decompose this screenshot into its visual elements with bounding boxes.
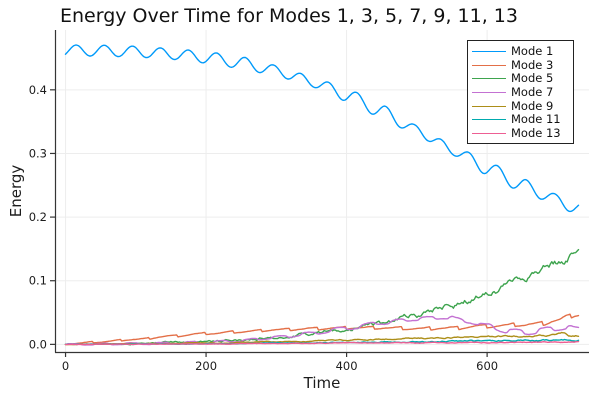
legend-line-sample	[472, 64, 506, 66]
legend: Mode 1 Mode 3 Mode 5 Mode 7 Mode 9 Mode 11 Mod…	[467, 40, 574, 145]
series-line-mode-1	[64, 44, 580, 213]
legend-item-mode-7: Mode 7	[472, 86, 569, 100]
legend-item-mode-13: Mode 13	[472, 125, 569, 141]
legend-item-mode-9: Mode 9	[472, 99, 569, 113]
y-tick-label: 0.2	[29, 210, 47, 224]
y-tick-label: 0.4	[29, 83, 47, 97]
legend-label: Mode 7	[511, 85, 554, 100]
y-axis-label: Energy	[7, 164, 25, 218]
legend-label: Mode 1	[511, 44, 554, 59]
legend-label: Mode 3	[511, 57, 554, 72]
legend-item-mode-11: Mode 11	[472, 113, 569, 127]
y-tick-label: 0.3	[29, 146, 47, 160]
legend-item-mode-1: Mode 1	[472, 45, 569, 59]
legend-item-mode-5: Mode 5	[472, 72, 569, 86]
x-axis-label: Time	[303, 374, 341, 392]
y-tick-label: 0.0	[29, 337, 47, 351]
legend-line-sample	[472, 119, 506, 121]
series-line-mode-13	[64, 340, 580, 346]
legend-label: Mode 13	[511, 125, 561, 140]
legend-line-sample	[472, 132, 506, 134]
x-tick-label: 0	[62, 359, 69, 373]
legend-line-sample	[472, 92, 506, 94]
x-tick-label: 200	[195, 359, 217, 373]
x-tick-label: 400	[336, 359, 358, 373]
legend-line-sample	[472, 105, 506, 107]
legend-line-sample	[472, 78, 506, 80]
y-tick-label: 0.1	[29, 274, 47, 288]
legend-item-mode-3: Mode 3	[472, 57, 569, 73]
chart-title: Energy Over Time for Modes 1, 3, 5, 7, 9…	[60, 5, 518, 27]
series-line-mode-5	[64, 248, 580, 346]
legend-label: Mode 5	[511, 71, 554, 86]
legend-label: Mode 9	[511, 98, 554, 113]
legend-label: Mode 11	[511, 112, 561, 127]
x-tick-label: 600	[476, 359, 498, 373]
legend-line-sample	[472, 51, 506, 53]
